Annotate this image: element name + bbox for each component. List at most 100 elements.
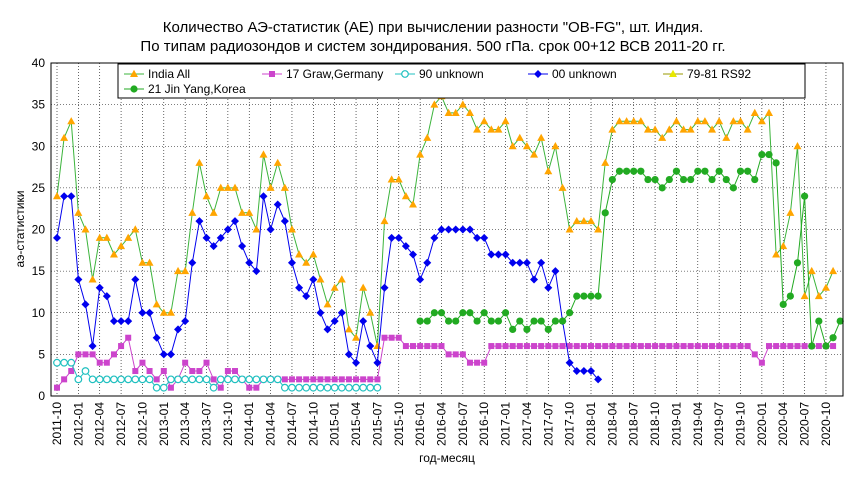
data-point <box>609 343 616 350</box>
data-point <box>793 259 802 267</box>
data-point <box>210 376 217 383</box>
data-point <box>309 275 318 284</box>
data-point <box>209 208 218 216</box>
data-point <box>223 375 232 384</box>
data-point <box>380 216 389 225</box>
legend-label: 21 Jin Yang,Korea <box>148 82 246 96</box>
data-point <box>203 359 210 366</box>
data-point <box>801 192 809 200</box>
data-point <box>324 376 331 383</box>
data-point <box>95 375 104 384</box>
data-point <box>530 275 539 284</box>
data-point <box>758 359 765 366</box>
data-point <box>118 343 125 350</box>
data-point <box>644 343 651 350</box>
legend-marker <box>534 70 542 78</box>
data-point <box>821 283 830 291</box>
data-point <box>765 150 773 159</box>
data-point <box>131 375 140 384</box>
legend-box <box>117 63 806 99</box>
plot-frame <box>50 62 844 397</box>
data-point <box>153 376 160 383</box>
data-point <box>53 192 61 200</box>
data-point <box>495 343 502 350</box>
data-point <box>410 343 416 350</box>
data-point <box>515 258 524 267</box>
series-india-all <box>53 92 838 350</box>
data-point <box>736 167 745 175</box>
data-point <box>722 175 730 184</box>
data-point <box>623 167 631 175</box>
data-point <box>287 225 296 233</box>
data-point <box>545 343 552 350</box>
data-point <box>117 241 126 250</box>
x-tick-label: 2020-07 <box>798 402 812 446</box>
data-point <box>145 375 154 384</box>
data-point <box>67 117 76 125</box>
data-point <box>779 241 788 250</box>
x-tick-label: 2015-10 <box>392 402 406 446</box>
data-point <box>779 300 787 309</box>
x-tick-label: 2013-10 <box>221 402 235 446</box>
data-point <box>659 343 666 350</box>
data-point <box>323 300 332 308</box>
data-point <box>487 317 495 325</box>
data-point <box>651 125 660 133</box>
data-point <box>352 358 361 367</box>
data-point <box>736 117 745 125</box>
data-point <box>296 376 303 383</box>
data-point <box>181 266 190 275</box>
x-tick-label: 2016-01 <box>413 402 427 446</box>
data-point <box>366 308 375 316</box>
data-point <box>807 266 816 275</box>
data-point <box>544 167 553 175</box>
data-point <box>780 343 787 350</box>
data-point <box>381 334 388 341</box>
data-point <box>345 376 352 383</box>
data-point <box>558 317 567 325</box>
x-tick-label: 2018-10 <box>648 402 662 446</box>
legend: India All 17 Graw,Germany 90 unknown 00 unk… <box>117 63 806 99</box>
data-point <box>159 350 168 359</box>
data-point <box>501 117 510 125</box>
data-point <box>572 216 581 225</box>
data-point <box>594 225 603 233</box>
data-point <box>75 351 82 358</box>
data-point <box>102 292 111 301</box>
data-point <box>637 167 645 175</box>
data-point <box>565 358 574 367</box>
data-point <box>60 358 69 367</box>
data-point <box>316 275 325 283</box>
data-point <box>96 359 103 366</box>
data-point <box>687 175 695 184</box>
data-point <box>758 150 766 159</box>
data-point <box>202 375 211 384</box>
data-point <box>537 317 545 325</box>
data-point <box>829 334 837 342</box>
data-point <box>715 167 723 175</box>
data-point <box>580 343 587 350</box>
data-point <box>515 133 524 141</box>
data-point <box>316 308 325 317</box>
data-point <box>772 159 780 167</box>
data-point <box>216 183 225 191</box>
data-point <box>501 250 510 259</box>
y-tick-label: 15 <box>32 264 46 278</box>
data-point <box>794 343 801 350</box>
data-point <box>579 216 588 225</box>
y-axis-ticks: 0 5 10 15 20 25 30 35 40 <box>32 56 46 403</box>
data-point <box>694 343 701 350</box>
data-point <box>538 343 545 350</box>
data-point <box>651 175 659 184</box>
x-tick-label: 2016-10 <box>477 402 491 446</box>
data-point <box>658 184 666 192</box>
data-point <box>309 383 318 392</box>
data-point <box>231 183 239 191</box>
data-point <box>223 183 232 191</box>
chart-title: Количество АЭ-статистик (АЕ) при вычисле… <box>163 19 704 36</box>
data-point <box>530 317 538 325</box>
data-point <box>800 291 809 300</box>
data-point <box>716 343 723 350</box>
legend-item: 00 unknown <box>528 67 617 81</box>
data-point <box>402 343 409 350</box>
